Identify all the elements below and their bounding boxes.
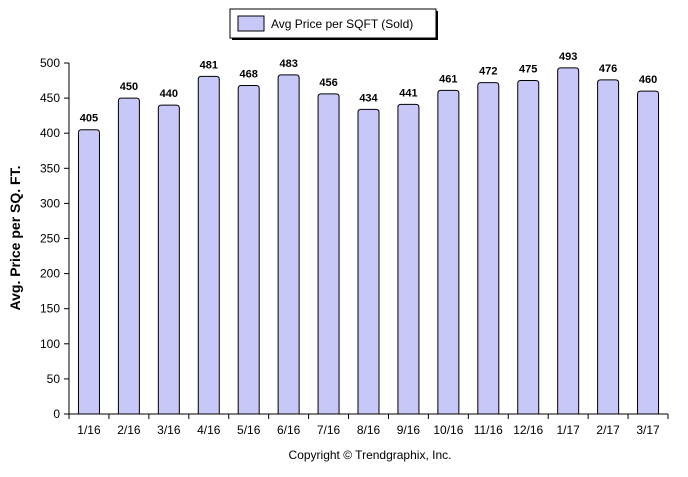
data-label: 440 (160, 88, 178, 100)
y-tick-label: 400 (40, 126, 60, 140)
x-tick-label: 3/16 (157, 423, 181, 437)
x-tick-label: 11/16 (474, 423, 503, 437)
y-tick-label: 50 (47, 372, 61, 386)
x-tick-label: 8/16 (357, 423, 381, 437)
bar (237, 84, 260, 415)
bar (317, 93, 340, 415)
data-label: 461 (439, 73, 457, 85)
y-tick-label: 450 (40, 91, 60, 105)
data-label: 475 (519, 64, 537, 76)
bar (357, 108, 380, 415)
copyright-text: Copyright © Trendgraphix, Inc. (289, 448, 452, 462)
bar (77, 129, 100, 415)
x-tick-label: 5/16 (237, 423, 261, 437)
y-tick-label: 0 (53, 407, 60, 421)
data-label: 476 (599, 63, 617, 75)
bar (277, 74, 300, 415)
y-tick-label: 350 (40, 161, 60, 175)
y-tick-label: 500 (40, 56, 60, 70)
y-tick-label: 250 (40, 232, 60, 246)
data-label: 460 (639, 74, 657, 86)
bar (437, 89, 460, 415)
y-tick-label: 150 (40, 302, 60, 316)
bar (197, 75, 220, 415)
x-tick-label: 4/16 (197, 423, 221, 437)
data-label: 441 (399, 87, 417, 99)
y-tick-label: 100 (40, 337, 60, 351)
data-label: 481 (200, 59, 218, 71)
bar (397, 103, 420, 415)
data-label: 472 (479, 66, 497, 78)
x-tick-label: 2/17 (596, 423, 620, 437)
y-axis-title: Avg. Price per SQ. FT. (7, 166, 23, 311)
legend-frame-shadow (436, 11, 438, 40)
bar (557, 67, 580, 415)
y-tick-label: 200 (40, 267, 60, 281)
x-tick-label: 1/17 (556, 423, 580, 437)
x-tick-label: 9/16 (397, 423, 421, 437)
bar (637, 90, 660, 415)
legend-label: Avg Price per SQFT (Sold) (271, 17, 413, 31)
legend-frame-shadow-bottom (232, 38, 438, 40)
data-label: 456 (319, 77, 337, 89)
data-label: 493 (559, 51, 577, 63)
bar (157, 104, 180, 415)
bar (597, 79, 620, 415)
bars (77, 67, 660, 415)
x-tick-label: 2/16 (117, 423, 141, 437)
x-tick-label: 10/16 (433, 423, 463, 437)
x-tick-label: 12/16 (513, 423, 543, 437)
y-tick-label: 300 (40, 196, 60, 210)
data-label: 405 (80, 113, 98, 125)
data-label: 434 (359, 92, 378, 104)
x-tick-label: 6/16 (277, 423, 301, 437)
data-labels: 405 1/16 450 2/16 440 3/16 481 4/16 468 5/16 483 6/… (77, 51, 660, 437)
bar (117, 97, 140, 415)
bar (517, 80, 540, 415)
x-tick-label: 3/17 (636, 423, 660, 437)
legend-swatch (237, 15, 265, 32)
x-tick-label: 1/16 (77, 423, 101, 437)
legend: Avg Price per SQFT (Sold) (229, 8, 438, 40)
x-tick-label: 7/16 (317, 423, 341, 437)
data-label: 450 (120, 81, 138, 93)
data-label: 468 (240, 68, 258, 80)
bar (477, 82, 500, 415)
data-label: 483 (279, 58, 297, 70)
